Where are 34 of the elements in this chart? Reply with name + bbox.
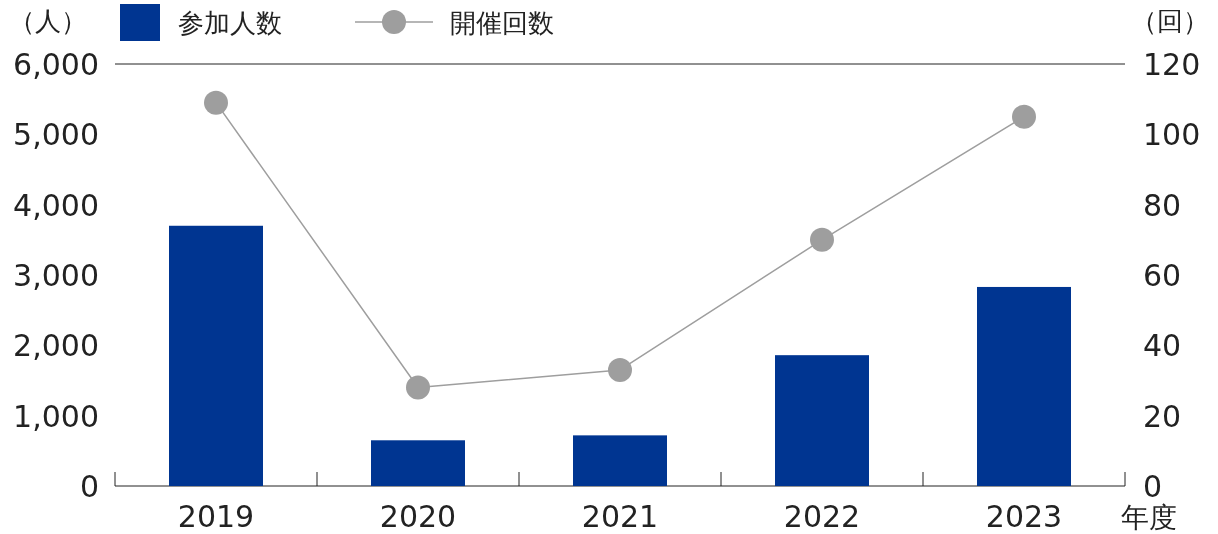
bar — [775, 355, 869, 486]
bar — [371, 440, 465, 486]
y2-tick-label: 0 — [1143, 469, 1163, 504]
y2-tick-label: 100 — [1143, 117, 1201, 153]
y-tick-label: 5,000 — [13, 117, 99, 153]
x-axis-title: 年度 — [1121, 501, 1177, 534]
point — [810, 227, 834, 252]
point — [406, 375, 430, 400]
y-tick-label: 1,000 — [13, 398, 99, 434]
y-axis-title: （人） — [9, 6, 87, 36]
y2-tick-label: 60 — [1143, 258, 1182, 293]
y-tick-label: 0 — [79, 469, 99, 504]
x-tick-label: 2019 — [177, 499, 255, 534]
y2-axis-title: （回） — [1131, 6, 1209, 36]
y-tick-label: 4,000 — [13, 187, 99, 223]
legend-label: 開催回数 — [450, 8, 554, 38]
x-tick-label: 2021 — [581, 499, 659, 534]
point — [1012, 104, 1036, 129]
legend-label: 参加人数 — [178, 8, 282, 38]
y-tick-label: 2,000 — [13, 328, 99, 364]
y-tick-label: 6,000 — [13, 47, 99, 82]
bar — [977, 286, 1071, 486]
x-tick-label: 2020 — [379, 499, 457, 534]
y2-tick-label: 20 — [1143, 398, 1182, 434]
y2-tick-label: 40 — [1143, 328, 1182, 364]
y-tick-label: 3,000 — [13, 258, 99, 293]
x-tick-label: 2023 — [985, 499, 1063, 534]
point — [204, 90, 228, 115]
bar — [169, 225, 263, 486]
bar — [573, 435, 667, 486]
y2-tick-label: 80 — [1143, 187, 1182, 223]
x-tick-label: 2022 — [783, 499, 861, 534]
point — [608, 357, 632, 382]
y2-tick-label: 120 — [1143, 47, 1201, 82]
